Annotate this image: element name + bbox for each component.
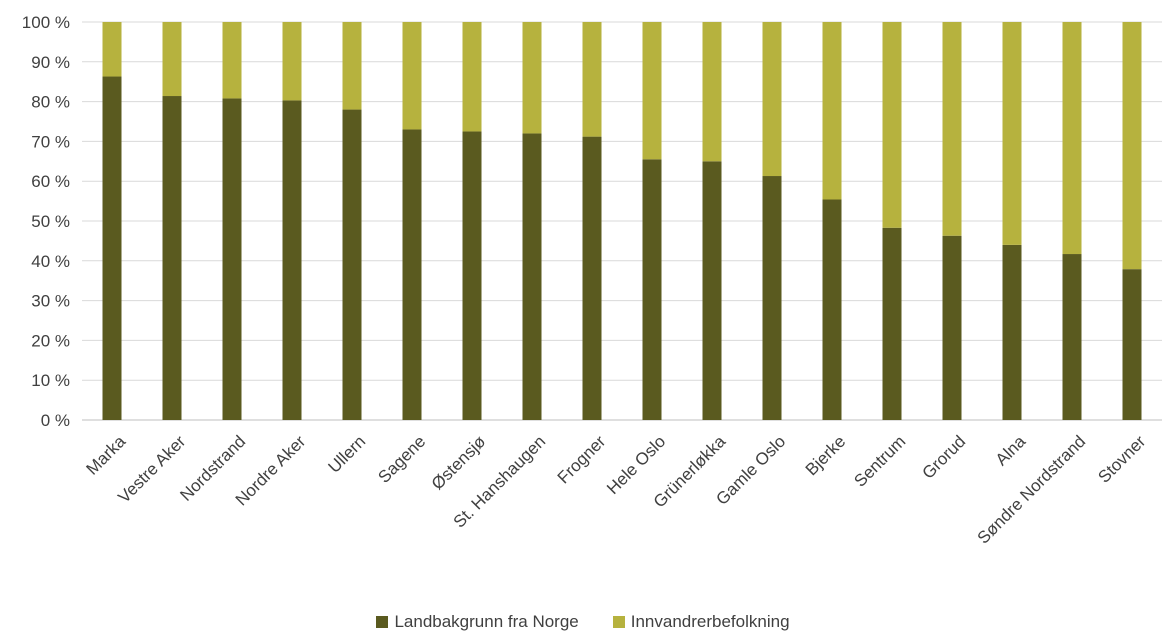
legend-label-series-1: Landbakgrunn fra Norge — [394, 612, 579, 631]
bar-segment-series-2 — [282, 22, 302, 101]
bar-segment-series-1 — [462, 131, 482, 420]
legend: Landbakgrunn fra Norge Innvandrerbefolkn… — [0, 612, 1166, 632]
bar-segment-series-1 — [582, 136, 602, 420]
legend-item-series-2: Innvandrerbefolkning — [612, 612, 790, 632]
bar-segment-series-2 — [402, 22, 422, 130]
bar-segment-series-2 — [162, 22, 182, 97]
bar-segment-series-2 — [522, 22, 542, 134]
bar-segment-series-1 — [1002, 244, 1022, 420]
bar-segment-series-2 — [762, 22, 782, 177]
bar-segment-series-2 — [462, 22, 482, 132]
x-category-label: Sentrum — [850, 432, 909, 491]
bars — [102, 22, 1142, 421]
bar-segment-series-1 — [762, 176, 782, 420]
y-tick-label: 30 % — [31, 292, 70, 311]
y-tick-label: 10 % — [31, 371, 70, 390]
y-tick-label: 100 % — [22, 13, 70, 32]
bar-segment-series-2 — [942, 22, 962, 236]
x-category-label: Stovner — [1094, 432, 1149, 487]
bar-segment-series-1 — [342, 109, 362, 420]
bar-segment-series-1 — [222, 98, 242, 420]
bar-segment-series-1 — [102, 76, 122, 420]
stacked-bar-chart: 0 % 10 % 20 % 30 % 40 % 50 % 60 % 70 % 80 % 90 % 1… — [22, 13, 1162, 548]
legend-swatch-series-1 — [376, 616, 389, 628]
bar-segment-series-1 — [522, 133, 542, 420]
x-category-label: Sagene — [374, 432, 429, 487]
legend-label-series-2: Innvandrerbefolkning — [630, 612, 790, 631]
y-tick-label: 0 % — [41, 411, 70, 430]
y-tick-label: 80 % — [31, 93, 70, 112]
legend-swatch-series-2 — [612, 616, 625, 628]
bar-segment-series-1 — [1062, 254, 1082, 420]
bar-segment-series-2 — [702, 22, 722, 162]
x-category-label: Grorud — [918, 432, 969, 483]
bar-segment-series-2 — [642, 22, 662, 160]
bar-segment-series-2 — [342, 22, 362, 110]
bar-segment-series-2 — [222, 22, 242, 99]
bar-segment-series-1 — [282, 100, 302, 420]
bar-segment-series-1 — [642, 159, 662, 420]
legend-item-series-1: Landbakgrunn fra Norge — [376, 612, 579, 632]
bar-segment-series-1 — [702, 161, 722, 421]
bar-segment-series-1 — [402, 129, 422, 420]
bar-segment-series-1 — [1122, 269, 1142, 420]
x-category-label: Frogner — [554, 432, 610, 488]
gridlines — [82, 21, 1162, 421]
bar-segment-series-2 — [1062, 22, 1082, 255]
y-tick-label: 50 % — [31, 212, 70, 231]
bar-segment-series-2 — [822, 22, 842, 200]
bar-segment-series-2 — [882, 22, 902, 228]
bar-segment-series-2 — [102, 22, 122, 77]
x-category-label: Marka — [82, 431, 129, 478]
bar-segment-series-2 — [582, 22, 602, 137]
y-tick-label: 60 % — [31, 172, 70, 191]
bar-segment-series-1 — [162, 96, 182, 420]
y-tick-label: 40 % — [31, 252, 70, 271]
y-axis-tick-labels: 0 % 10 % 20 % 30 % 40 % 50 % 60 % 70 % 80 % 90 % 1… — [22, 13, 70, 430]
x-category-label: Alna — [992, 431, 1030, 469]
y-tick-label: 70 % — [31, 132, 70, 151]
x-category-label: Søndre Nordstrand — [974, 432, 1090, 548]
x-category-label: Østensjø — [428, 432, 490, 494]
y-tick-label: 20 % — [31, 331, 70, 350]
bar-segment-series-1 — [882, 227, 902, 420]
bar-segment-series-2 — [1002, 22, 1022, 245]
y-tick-label: 90 % — [31, 53, 70, 72]
bar-segment-series-1 — [822, 199, 842, 420]
x-category-label: Ullern — [324, 432, 369, 477]
bar-segment-series-1 — [942, 235, 962, 420]
x-category-label: Bjerke — [802, 432, 850, 480]
bar-segment-series-2 — [1122, 22, 1142, 270]
